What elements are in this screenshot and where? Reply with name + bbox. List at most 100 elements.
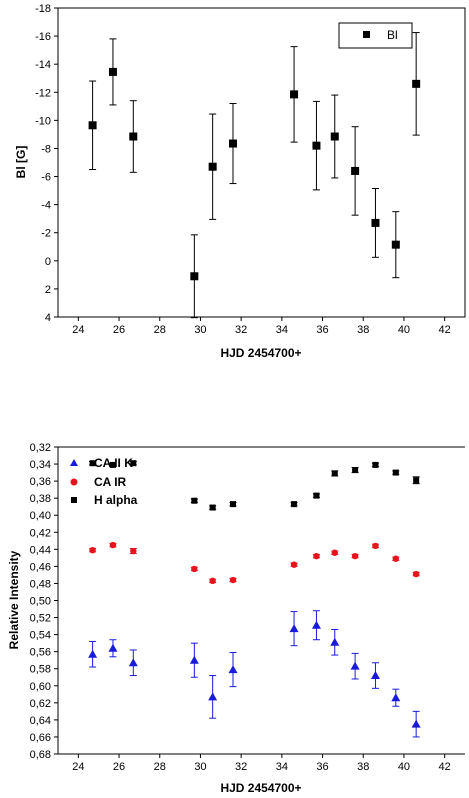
- bl-y-axis-label: Bl [G]: [14, 146, 28, 179]
- data-point-ca-ii-k: [370, 671, 380, 680]
- x-tick-label: 36: [316, 324, 328, 336]
- y-tick-label: 0,38: [30, 493, 51, 505]
- legend-marker-h-alpha: [71, 497, 77, 503]
- data-point-ca-ir: [109, 541, 117, 549]
- data-point-bl: [129, 132, 138, 141]
- data-point-ca-ii-k: [330, 637, 340, 646]
- data-point-bl: [312, 141, 321, 150]
- y-tick-label: 0,44: [30, 544, 51, 556]
- y-tick-label: 0: [45, 256, 51, 268]
- x-tick-label: 38: [357, 324, 369, 336]
- data-point-bl: [108, 67, 117, 76]
- data-point-ca-ii-k: [189, 655, 199, 664]
- legend-label-ca-ir: CA IR: [94, 475, 127, 489]
- y-tick-label: 0,68: [30, 749, 51, 761]
- bl-legend-label: Bl: [387, 28, 398, 42]
- bl-series: [88, 32, 421, 319]
- data-point-ca-ii-k: [391, 693, 401, 702]
- intensity-x-axis: 24 26 28 30 32 34 36 38 40 42: [72, 754, 451, 773]
- x-tick-label: 32: [235, 324, 247, 336]
- data-point-bl: [391, 240, 400, 249]
- data-point-bl: [88, 121, 97, 130]
- data-point-ca-ii-k: [228, 665, 238, 674]
- x-tick-label: 38: [357, 761, 369, 773]
- data-point-h-alpha: [230, 501, 237, 508]
- y-tick-label: -6: [41, 172, 51, 184]
- y-tick-label: 0,60: [30, 681, 51, 693]
- y-tick-label: -8: [41, 143, 51, 155]
- y-tick-label: 0,36: [30, 476, 51, 488]
- data-point-ca-ir: [130, 547, 137, 555]
- x-tick-label: 34: [276, 761, 288, 773]
- data-point-h-alpha: [209, 504, 216, 511]
- data-point-ca-ir: [89, 546, 96, 554]
- y-tick-label: 0,56: [30, 647, 51, 659]
- data-point-ca-ii-k: [88, 649, 98, 658]
- x-tick-label: 30: [194, 324, 206, 336]
- legend-marker-ca-ir: [70, 478, 78, 486]
- data-point-h-alpha: [130, 460, 137, 467]
- data-point-bl: [229, 139, 238, 148]
- y-tick-label: 0,40: [30, 510, 51, 522]
- legend-label-h-alpha: H alpha: [94, 493, 138, 507]
- x-tick-label: 26: [113, 324, 125, 336]
- y-tick-label: 0,62: [30, 698, 51, 710]
- data-point-h-alpha: [109, 461, 116, 468]
- x-tick-label: 26: [113, 761, 125, 773]
- y-tick-label: -4: [41, 200, 51, 212]
- bl-legend-marker: [363, 31, 370, 38]
- bl-y-axis: -18 -16 -14 -12 -10 -8 -6 -4 -2 0 2 4: [35, 3, 58, 324]
- data-point-h-alpha: [352, 467, 359, 474]
- x-tick-label: 36: [316, 761, 328, 773]
- x-tick-label: 30: [194, 761, 206, 773]
- bl-legend-box: [338, 22, 413, 49]
- y-tick-label: -10: [35, 115, 51, 127]
- data-point-ca-ir: [191, 565, 198, 573]
- data-point-ca-ir: [331, 549, 338, 556]
- data-point-ca-ii-k: [311, 620, 321, 629]
- x-tick-label: 40: [398, 761, 410, 773]
- data-point-h-alpha: [191, 497, 198, 504]
- x-tick-label: 42: [439, 761, 451, 773]
- legend-label-ca-ii-k: CA II K: [94, 456, 133, 470]
- y-tick-label: 2: [45, 284, 51, 296]
- bl-plot-frame: [57, 7, 466, 318]
- y-tick-label: 0,50: [30, 596, 51, 608]
- y-tick-label: -14: [35, 59, 51, 71]
- y-tick-label: 4: [45, 312, 51, 324]
- intensity-y-axis: 0,32 0,34 0,36 0,38 0,40 0,42 0,44 0,46 0,48 0,50…: [30, 442, 58, 761]
- data-point-h-alpha: [313, 492, 320, 499]
- x-tick-label: 24: [72, 761, 84, 773]
- bl-x-axis-label: HJD 2454700+: [220, 346, 301, 360]
- legend-marker-ca-ii-k: [70, 459, 78, 466]
- data-point-bl: [371, 218, 380, 227]
- data-point-bl: [208, 162, 217, 171]
- y-tick-label: 0,34: [30, 459, 51, 471]
- data-point-ca-ii-k: [350, 661, 360, 670]
- y-tick-label: 0,58: [30, 664, 51, 676]
- x-tick-label: 40: [398, 324, 410, 336]
- bl-legend: Bl: [338, 22, 413, 49]
- data-point-h-alpha: [413, 477, 420, 484]
- data-point-bl: [290, 90, 299, 99]
- data-point-ca-ir: [313, 552, 320, 560]
- data-point-ca-ii-k: [208, 692, 218, 701]
- intensity-y-axis-label: Relative Intensity: [7, 550, 21, 649]
- data-point-ca-ii-k: [411, 719, 421, 728]
- x-tick-label: 24: [72, 324, 84, 336]
- y-tick-label: -18: [35, 3, 51, 15]
- x-tick-label: 42: [439, 324, 451, 336]
- x-tick-label: 32: [235, 761, 247, 773]
- data-point-bl: [330, 132, 339, 141]
- data-point-h-alpha: [89, 460, 96, 467]
- intensity-chart: 0,32 0,34 0,36 0,38 0,40 0,42 0,44 0,46 0,48 0,50…: [7, 442, 465, 795]
- data-point-ca-ir: [372, 542, 379, 550]
- data-point-bl: [412, 79, 421, 88]
- y-tick-label: 0,66: [30, 732, 51, 744]
- data-point-ca-ir: [209, 577, 216, 585]
- y-tick-label: 0,42: [30, 527, 51, 539]
- y-tick-label: 0,48: [30, 578, 51, 590]
- data-point-ca-ii-k: [289, 624, 299, 633]
- data-point-h-alpha: [291, 501, 298, 508]
